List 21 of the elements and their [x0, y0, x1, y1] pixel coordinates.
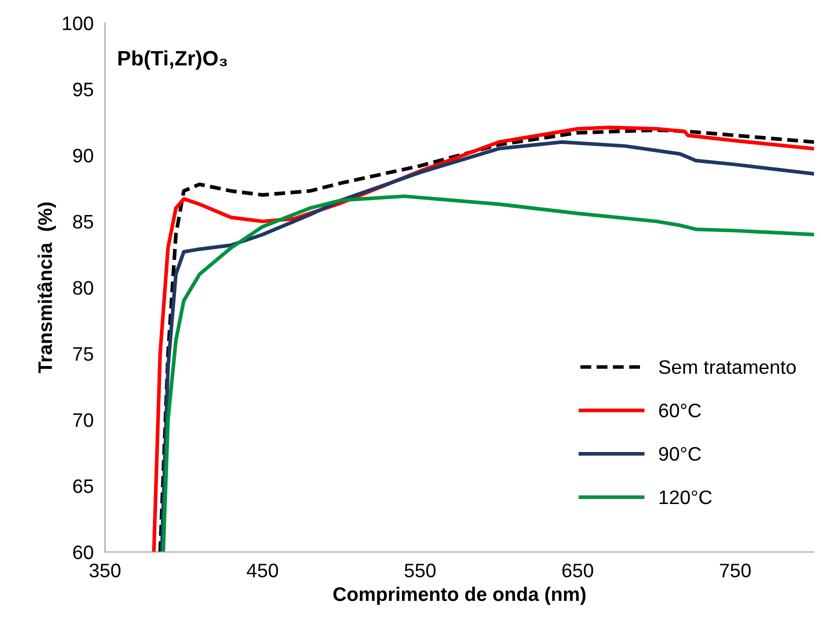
y-tick-label: 75: [73, 347, 94, 361]
y-tick-label: 65: [73, 479, 94, 494]
x-axis-title: Comprimento de onda (nm): [333, 586, 586, 605]
legend-label: 90°C: [659, 447, 701, 461]
x-tick-label: 550: [404, 564, 436, 578]
y-tick-label: 80: [73, 280, 94, 295]
legend-label: Sem tratamento: [659, 360, 796, 374]
y-tick-label: 85: [73, 214, 94, 229]
legend-label: 60°C: [659, 404, 701, 418]
y-tick-label: 90: [73, 148, 94, 162]
x-tick-label: 350: [90, 564, 120, 578]
x-tick-label: 650: [562, 564, 594, 578]
y-tick-label: 60: [73, 545, 94, 560]
x-tick-label: 450: [246, 564, 278, 578]
y-axis-title: Transmitância (%): [37, 202, 56, 374]
y-tick-label: 95: [73, 82, 94, 96]
text: Pb(Ti,Zr)O₃: [118, 50, 227, 70]
y-tick-label: 100: [62, 16, 94, 30]
y-tick-label: 70: [73, 413, 94, 427]
legend-label: 120°C: [660, 490, 712, 504]
x-tick-label: 750: [720, 564, 751, 578]
